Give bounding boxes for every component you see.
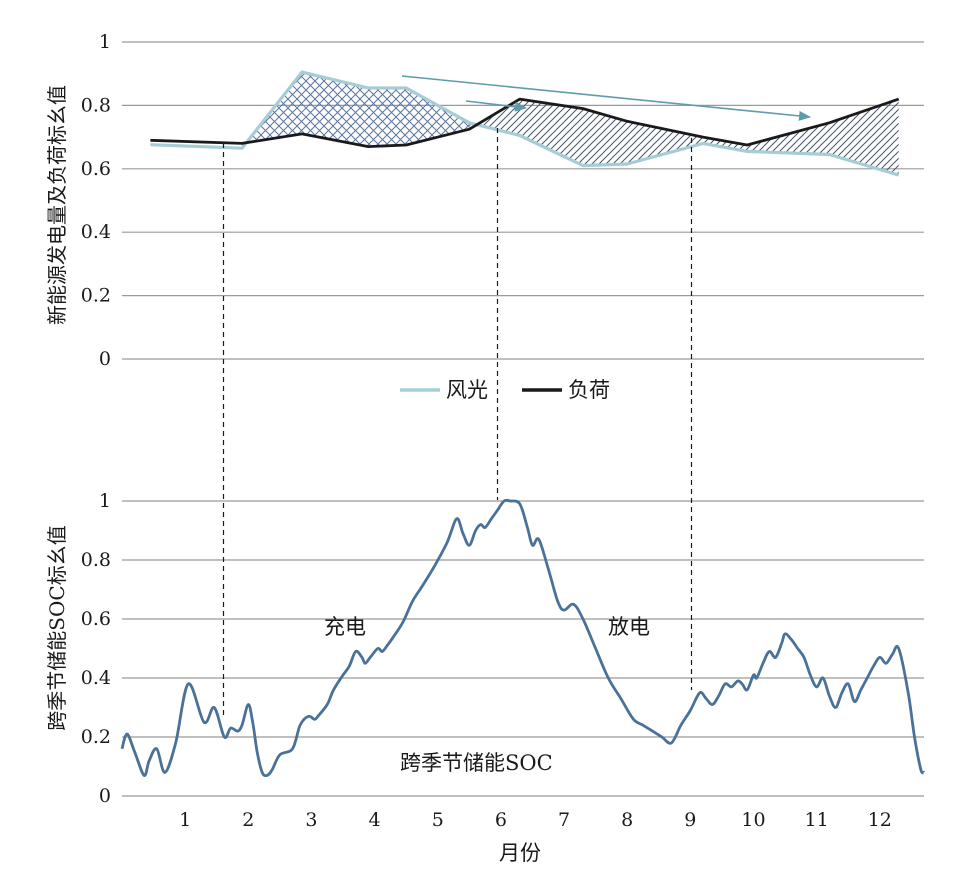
legend-label-load: 负荷 xyxy=(568,378,610,402)
top-chart-grid xyxy=(122,41,924,360)
y-tick-label: 0.8 xyxy=(81,549,111,571)
legend: 风光 负荷 xyxy=(400,378,610,402)
hatched-area xyxy=(703,99,899,176)
annotation-charging: 充电 xyxy=(324,615,366,639)
x-tick-label: 6 xyxy=(495,809,507,831)
series-label-soc: 跨季节储能SOC xyxy=(400,751,553,775)
y-tick-label: 0.4 xyxy=(81,667,111,689)
hatched-area xyxy=(242,72,470,149)
top-chart-y-ticks: 0 0.2 0.4 0.6 0.8 1 xyxy=(81,31,111,370)
x-tick-label: 11 xyxy=(805,809,829,831)
y-tick-label: 0.6 xyxy=(81,158,111,180)
top-chart-hatched-areas xyxy=(242,72,899,176)
bottom-chart-y-axis-label: 跨季节储能SOC标幺值 xyxy=(45,525,69,730)
x-tick-label: 12 xyxy=(868,809,892,831)
x-tick-label: 7 xyxy=(558,809,570,831)
y-tick-label: 0 xyxy=(99,348,111,370)
top-chart-trend-arrows xyxy=(401,75,811,121)
y-tick-label: 0.2 xyxy=(81,726,111,748)
top-chart-y-axis-label: 新能源发电量及负荷标幺值 xyxy=(45,85,69,325)
x-tick-label: 3 xyxy=(305,809,317,831)
x-tick-label: 9 xyxy=(684,809,696,831)
bottom-chart-series xyxy=(120,498,926,778)
x-tick-label: 10 xyxy=(741,809,765,831)
series-line-soc xyxy=(120,498,926,778)
bottom-chart-x-ticks: 1 2 3 4 5 6 7 8 9 10 11 12 xyxy=(179,809,892,831)
x-tick-label: 4 xyxy=(369,809,381,831)
x-axis-label: 月份 xyxy=(499,841,541,865)
x-tick-label: 1 xyxy=(179,809,191,831)
trend-arrow-short xyxy=(465,100,527,112)
y-tick-label: 1 xyxy=(99,31,111,53)
y-tick-label: 0.2 xyxy=(81,285,111,307)
hatched-area xyxy=(469,99,703,166)
x-tick-label: 2 xyxy=(242,809,254,831)
dashed-connectors xyxy=(222,128,693,718)
annotation-discharging: 放电 xyxy=(608,615,650,639)
trend-arrow-long xyxy=(401,75,811,121)
y-tick-label: 0.6 xyxy=(81,608,111,630)
series-line-wind-solar xyxy=(150,70,900,177)
bottom-chart-y-ticks: 0 0.2 0.4 0.6 0.8 1 xyxy=(81,490,111,807)
y-tick-label: 1 xyxy=(99,490,111,512)
y-tick-label: 0.4 xyxy=(81,221,111,243)
y-tick-label: 0.8 xyxy=(81,94,111,116)
top-chart-series xyxy=(150,70,900,177)
series-line-load xyxy=(150,97,900,148)
legend-label-wind-solar: 风光 xyxy=(446,378,488,402)
y-tick-label: 0 xyxy=(99,785,111,807)
x-tick-label: 5 xyxy=(432,809,444,831)
x-tick-label: 8 xyxy=(621,809,633,831)
